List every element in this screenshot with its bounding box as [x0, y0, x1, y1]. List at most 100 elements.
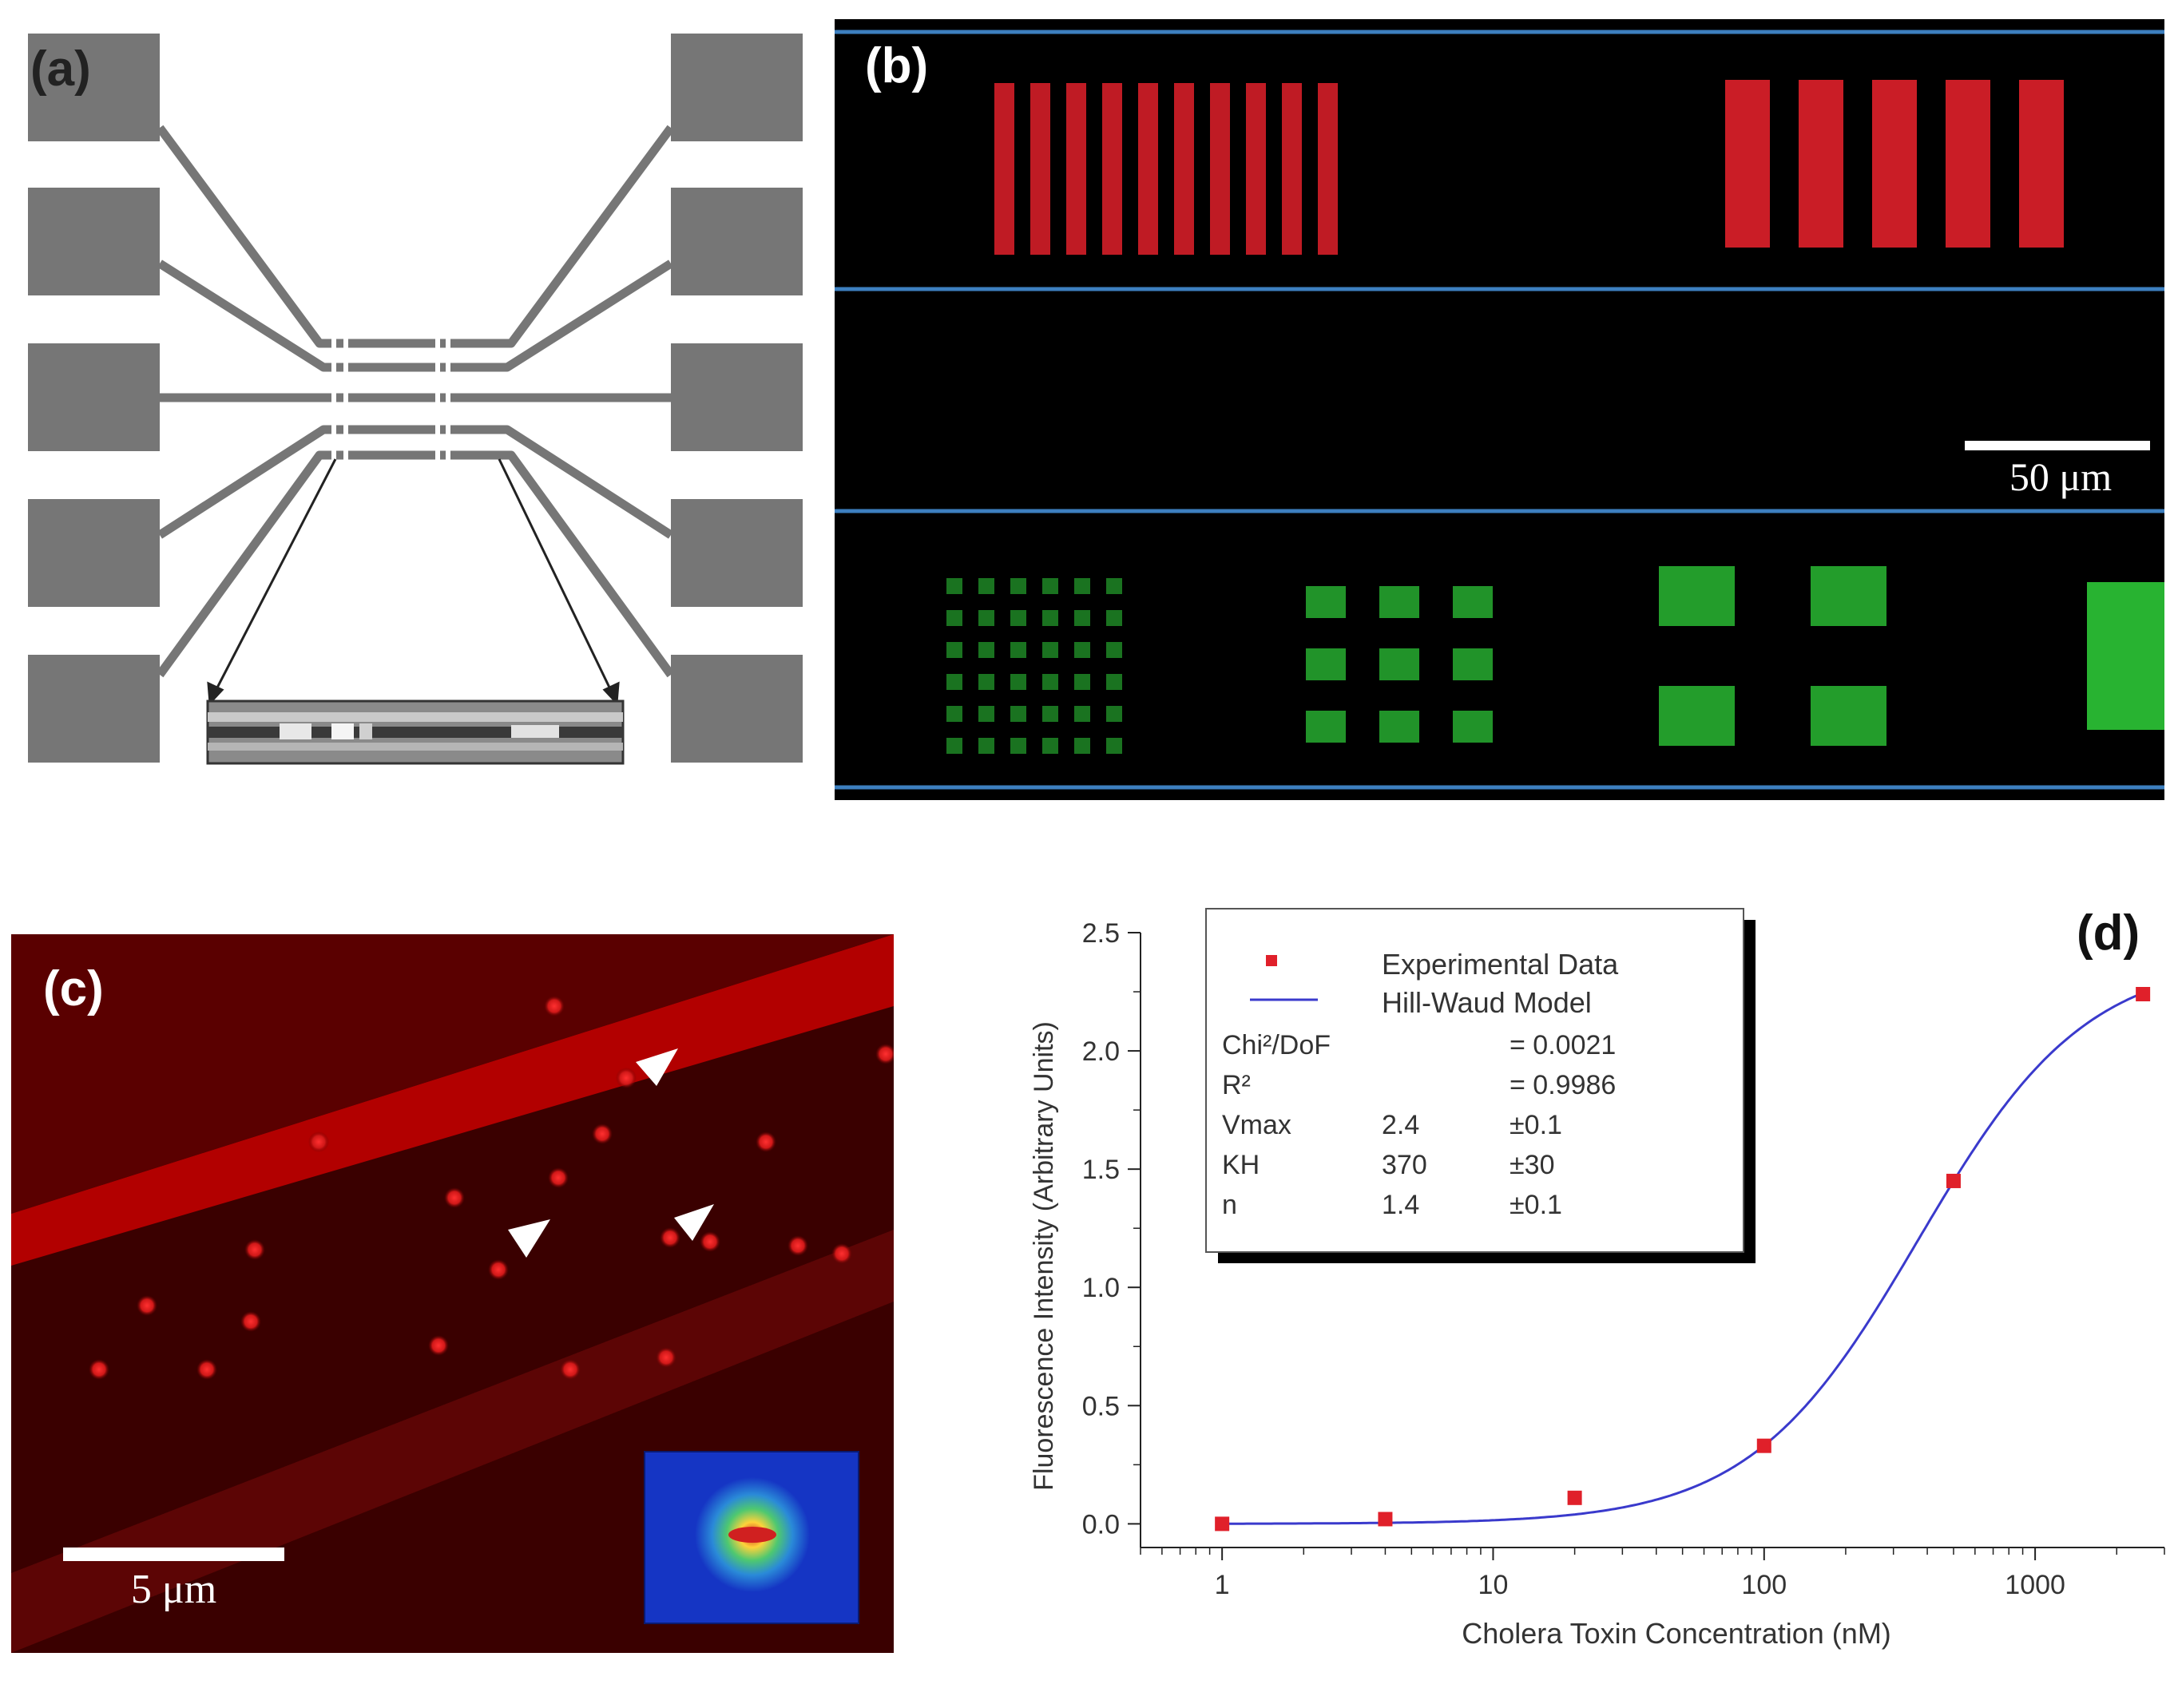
arrowhead-markers	[508, 1048, 714, 1258]
green-square-small	[1074, 706, 1090, 722]
red-stripe-narrow	[1318, 83, 1338, 255]
red-stripe-narrow	[1246, 83, 1266, 255]
fluorescent-spots	[89, 996, 894, 1380]
x-tick-label: 10	[1478, 1570, 1509, 1600]
scale-bar-50um	[1965, 441, 2150, 450]
fluorescent-spot	[700, 1231, 720, 1252]
green-square-small	[1010, 706, 1026, 722]
red-stripe-wide	[1799, 80, 1843, 248]
green-square-medium	[1379, 586, 1419, 618]
green-square-small	[1010, 642, 1026, 658]
channel-dividers	[835, 30, 2164, 790]
stat-value: = 0.9986	[1510, 1070, 1616, 1100]
stat-error: ±30	[1510, 1150, 1554, 1180]
scale-bar-5um	[63, 1548, 284, 1561]
green-square-small	[978, 610, 994, 626]
scale-bar-5um-label: 5 μm	[130, 1567, 217, 1612]
panel-b-label: (b)	[865, 38, 929, 93]
stat-name: Vmax	[1222, 1110, 1291, 1140]
panel-c-label: (c)	[43, 961, 104, 1016]
fluorescent-spot	[488, 1259, 509, 1280]
red-stripe-narrow	[1030, 83, 1050, 255]
fluorescent-spot	[660, 1227, 680, 1248]
arrowhead-marker	[508, 1219, 550, 1258]
fluorescence-patterns	[835, 30, 2164, 790]
electrode-pad-left-1	[28, 34, 160, 141]
arrowhead-marker	[674, 1204, 714, 1241]
green-square-small	[946, 706, 962, 722]
electrode-pad-left-4	[28, 499, 160, 607]
green-square-small	[946, 578, 962, 594]
fluorescent-spot	[308, 1131, 329, 1152]
lower-band	[11, 1230, 894, 1653]
experimental-point	[1378, 1512, 1393, 1527]
electrode-pad-right-4	[671, 499, 803, 607]
green-square-small	[1074, 578, 1090, 594]
panel-a-label: (a)	[30, 42, 91, 97]
fluorescent-spot	[240, 1311, 261, 1332]
x-tick-label: 1000	[2005, 1570, 2065, 1600]
panel-a: (a)	[16, 24, 815, 767]
stat-name: n	[1222, 1190, 1237, 1220]
stat-value: 1.4	[1382, 1190, 1419, 1220]
green-square-array	[946, 566, 2164, 754]
chart-legend: Experimental Data Hill-Waud Model Chi²/D…	[1205, 908, 1756, 1263]
fluorescent-spot	[444, 1187, 465, 1208]
electrode-pad-left-2	[28, 188, 160, 295]
green-square-small	[946, 642, 962, 658]
panel-c: (c) 5 μm	[11, 934, 894, 1653]
legend-marker-experimental	[1266, 955, 1277, 966]
green-square-small	[1106, 642, 1122, 658]
fluorescent-spot	[89, 1359, 109, 1380]
fluorescent-spot	[656, 1347, 676, 1368]
red-stripe-narrow	[994, 83, 1014, 255]
fit-statistics: Chi²/DoF = 0.0021 R² = 0.9986 Vmax 2.4 ±0.1 KH 3…	[1222, 1030, 1616, 1220]
electrode-pad-right-2	[671, 188, 803, 295]
green-square-small	[946, 674, 962, 690]
fluorescent-spot	[196, 1359, 217, 1380]
red-stripe-wide	[2019, 80, 2064, 248]
experimental-point	[1215, 1516, 1230, 1532]
green-square-small	[1010, 738, 1026, 754]
chart-axes: 1 10 100 1000 0.0 0.5 1.0 1.5 2.0 2.5 Cholera Toxi…	[1029, 918, 2165, 1650]
experimental-point	[1946, 1173, 1961, 1188]
electrode-pad-left-5	[28, 655, 160, 763]
green-square-small	[1106, 578, 1122, 594]
green-square-small	[1106, 610, 1122, 626]
y-tick-label: 1.0	[1082, 1273, 1120, 1303]
stat-value: 370	[1382, 1150, 1427, 1180]
green-square-small	[1074, 642, 1090, 658]
hill-waud-curve	[1222, 992, 2144, 1525]
green-square-small	[1010, 578, 1026, 594]
y-axis-title: Fluorescence Intensity (Arbitrary Units)	[1029, 1021, 1059, 1491]
red-stripe-narrow	[1174, 83, 1194, 255]
green-square-small	[1106, 674, 1122, 690]
junction-micrograph-inset	[206, 699, 625, 765]
red-stripe-wide	[1872, 80, 1917, 248]
fluorescent-spot	[592, 1123, 613, 1144]
stat-name: R²	[1222, 1070, 1251, 1100]
stat-name: Chi²/DoF	[1222, 1030, 1331, 1060]
panel-d: 1 10 100 1000 0.0 0.5 1.0 1.5 2.0 2.5 Cholera Toxi…	[950, 894, 2172, 1693]
fluorescent-spot	[137, 1295, 157, 1316]
green-square-large	[1811, 566, 1886, 626]
x-tick-label: 100	[1741, 1570, 1787, 1600]
x-axis-title: Cholera Toxin Concentration (nM)	[1462, 1617, 1891, 1650]
micrograph-image	[11, 934, 894, 1653]
y-tick-label: 0.0	[1082, 1509, 1120, 1540]
green-square-medium	[1379, 711, 1419, 743]
red-stripe-narrow	[1102, 83, 1122, 255]
stat-error: ±0.1	[1510, 1190, 1562, 1220]
green-square-small	[978, 674, 994, 690]
panel-b: (b) 50 μm	[835, 19, 2164, 800]
red-stripe-narrow	[1066, 83, 1086, 255]
green-square-medium	[1306, 711, 1346, 743]
green-square-medium	[1453, 586, 1493, 618]
green-square-small	[946, 610, 962, 626]
legend-label-model: Hill-Waud Model	[1382, 986, 1592, 1019]
fluorescent-spot	[616, 1068, 637, 1088]
green-square-small	[1074, 610, 1090, 626]
electrode-pad-right-1	[671, 34, 803, 141]
legend-label-experimental: Experimental Data	[1382, 948, 1619, 981]
y-tick-label: 0.5	[1082, 1391, 1120, 1421]
